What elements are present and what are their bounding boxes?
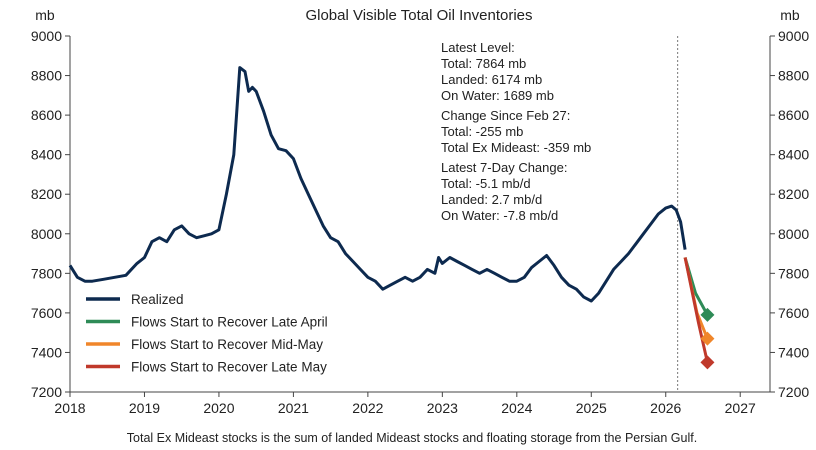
annotation-line: Total: -255 mb	[441, 124, 523, 139]
scenario-end-marker-1	[700, 307, 715, 322]
annotation-line: Total: -5.1 mb/d	[441, 176, 531, 191]
y-tick-label-right: 8200	[778, 186, 809, 202]
annotation-line: Total: 7864 mb	[441, 56, 526, 71]
annotation-line: Latest 7-Day Change:	[441, 160, 567, 175]
y-tick-label-right: 8600	[778, 107, 809, 123]
y-tick-label-right: 8400	[778, 147, 809, 163]
y-tick-label-left: 8600	[31, 107, 62, 123]
y-tick-label-left: 8000	[31, 226, 62, 242]
y-tick-label-left: 7200	[31, 384, 62, 400]
y-tick-label-left: 7600	[31, 305, 62, 321]
annotation-line: Landed: 2.7 mb/d	[441, 192, 542, 207]
legend-label: Flows Start to Recover Late April	[131, 315, 328, 330]
x-tick-label: 2024	[501, 400, 532, 416]
legend-label: Flows Start to Recover Mid-May	[131, 337, 323, 352]
legend-label: Realized	[131, 292, 184, 307]
y-tick-label-right: 8000	[778, 226, 809, 242]
annotation-line: On Water: -7.8 mb/d	[441, 208, 558, 223]
x-tick-label: 2019	[129, 400, 160, 416]
x-tick-label: 2020	[203, 400, 234, 416]
y-tick-label-left: 7800	[31, 265, 62, 281]
annotation-line: Latest Level:	[441, 40, 515, 55]
legend-label: Flows Start to Recover Late May	[131, 360, 327, 375]
x-tick-label: 2022	[352, 400, 383, 416]
y-unit-left: mb	[35, 7, 55, 23]
x-tick-label: 2021	[278, 400, 309, 416]
y-tick-label-right: 7200	[778, 384, 809, 400]
y-tick-label-right: 7400	[778, 344, 809, 360]
scenario-end-marker-3	[700, 355, 715, 370]
chart-title: Global Visible Total Oil Inventories	[305, 7, 532, 24]
y-tick-label-right: 7800	[778, 265, 809, 281]
y-unit-right: mb	[780, 7, 800, 23]
annotation-line: Landed: 6174 mb	[441, 72, 542, 87]
annotation-line: On Water: 1689 mb	[441, 88, 554, 103]
x-tick-label: 2018	[54, 400, 85, 416]
axes: 7200 7200 7400 7400 7600 7600 7800 7800 8000 8000…	[31, 28, 810, 416]
x-tick-label: 2023	[427, 400, 458, 416]
y-tick-label-right: 9000	[778, 28, 809, 44]
x-tick-label: 2025	[576, 400, 607, 416]
scenario-markers	[700, 307, 715, 370]
annotation-line: Change Since Feb 27:	[441, 108, 570, 123]
y-tick-label-left: 8400	[31, 147, 62, 163]
scenario-end-marker-2	[700, 331, 715, 346]
series-lines	[68, 66, 709, 363]
y-tick-label-left: 8200	[31, 186, 62, 202]
x-tick-label: 2026	[650, 400, 681, 416]
series-line-0	[68, 66, 687, 303]
annotation-line: Total Ex Mideast: -359 mb	[441, 140, 591, 155]
footnote: Total Ex Mideast stocks is the sum of la…	[127, 431, 697, 445]
y-tick-label-right: 8800	[778, 68, 809, 84]
legend: Realized Flows Start to Recover Late Apri…	[86, 292, 328, 375]
y-tick-label-left: 7400	[31, 344, 62, 360]
series-line-3	[683, 257, 709, 363]
x-tick-label: 2027	[725, 400, 756, 416]
y-tick-label-left: 8800	[31, 68, 62, 84]
y-tick-label-left: 9000	[31, 28, 62, 44]
y-tick-label-right: 7600	[778, 305, 809, 321]
